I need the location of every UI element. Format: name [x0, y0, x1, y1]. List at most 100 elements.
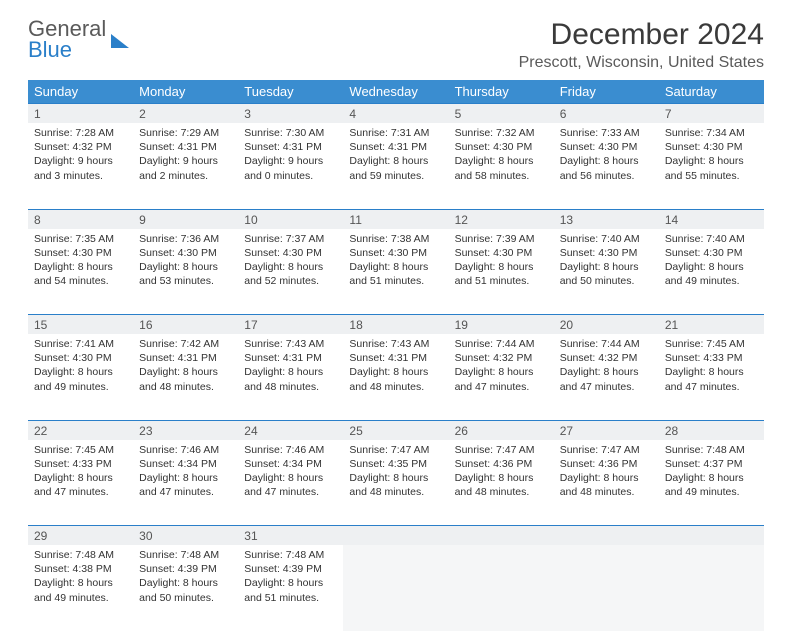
sunrise-text: Sunrise: 7:33 AM	[560, 126, 653, 140]
day-cell: Sunrise: 7:45 AMSunset: 4:33 PMDaylight:…	[28, 440, 133, 526]
sunset-text: Sunset: 4:36 PM	[560, 457, 653, 471]
day-cell	[554, 545, 659, 631]
daylight-text: Daylight: 8 hours and 50 minutes.	[560, 260, 653, 288]
day-details: Sunrise: 7:34 AMSunset: 4:30 PMDaylight:…	[659, 123, 764, 189]
day-details: Sunrise: 7:44 AMSunset: 4:32 PMDaylight:…	[449, 334, 554, 400]
sunset-text: Sunset: 4:30 PM	[244, 246, 337, 260]
sunset-text: Sunset: 4:30 PM	[560, 140, 653, 154]
day-content-row: Sunrise: 7:45 AMSunset: 4:33 PMDaylight:…	[28, 440, 764, 526]
sunrise-text: Sunrise: 7:47 AM	[560, 443, 653, 457]
sunrise-text: Sunrise: 7:36 AM	[139, 232, 232, 246]
day-number-cell: 21	[659, 315, 764, 335]
sunrise-text: Sunrise: 7:30 AM	[244, 126, 337, 140]
calendar-table: Sunday Monday Tuesday Wednesday Thursday…	[28, 80, 764, 631]
day-number-cell: 23	[133, 420, 238, 440]
day-cell: Sunrise: 7:36 AMSunset: 4:30 PMDaylight:…	[133, 229, 238, 315]
day-number-cell: 12	[449, 209, 554, 229]
day-details: Sunrise: 7:28 AMSunset: 4:32 PMDaylight:…	[28, 123, 133, 189]
day-details: Sunrise: 7:31 AMSunset: 4:31 PMDaylight:…	[343, 123, 448, 189]
location-label: Prescott, Wisconsin, United States	[519, 54, 764, 72]
daylight-text: Daylight: 8 hours and 48 minutes.	[560, 471, 653, 499]
day-cell: Sunrise: 7:47 AMSunset: 4:35 PMDaylight:…	[343, 440, 448, 526]
sunset-text: Sunset: 4:30 PM	[34, 351, 127, 365]
daylight-text: Daylight: 9 hours and 2 minutes.	[139, 154, 232, 182]
sunrise-text: Sunrise: 7:47 AM	[349, 443, 442, 457]
day-number-row: 293031	[28, 526, 764, 546]
day-number-cell: 22	[28, 420, 133, 440]
daylight-text: Daylight: 8 hours and 48 minutes.	[349, 365, 442, 393]
sunset-text: Sunset: 4:30 PM	[665, 246, 758, 260]
sunset-text: Sunset: 4:32 PM	[455, 351, 548, 365]
day-details: Sunrise: 7:38 AMSunset: 4:30 PMDaylight:…	[343, 229, 448, 295]
sunrise-text: Sunrise: 7:37 AM	[244, 232, 337, 246]
day-number-cell: 9	[133, 209, 238, 229]
sunset-text: Sunset: 4:35 PM	[349, 457, 442, 471]
sunset-text: Sunset: 4:32 PM	[34, 140, 127, 154]
daylight-text: Daylight: 8 hours and 47 minutes.	[665, 365, 758, 393]
day-number-cell	[659, 526, 764, 546]
day-cell: Sunrise: 7:48 AMSunset: 4:39 PMDaylight:…	[238, 545, 343, 631]
day-cell: Sunrise: 7:40 AMSunset: 4:30 PMDaylight:…	[659, 229, 764, 315]
day-details: Sunrise: 7:47 AMSunset: 4:36 PMDaylight:…	[554, 440, 659, 506]
day-cell: Sunrise: 7:47 AMSunset: 4:36 PMDaylight:…	[449, 440, 554, 526]
day-number-cell: 1	[28, 104, 133, 124]
day-cell: Sunrise: 7:38 AMSunset: 4:30 PMDaylight:…	[343, 229, 448, 315]
sunrise-text: Sunrise: 7:48 AM	[244, 548, 337, 562]
sunset-text: Sunset: 4:30 PM	[34, 246, 127, 260]
daylight-text: Daylight: 8 hours and 51 minutes.	[455, 260, 548, 288]
day-cell: Sunrise: 7:47 AMSunset: 4:36 PMDaylight:…	[554, 440, 659, 526]
sunrise-text: Sunrise: 7:43 AM	[349, 337, 442, 351]
day-number-cell: 19	[449, 315, 554, 335]
day-cell: Sunrise: 7:30 AMSunset: 4:31 PMDaylight:…	[238, 123, 343, 209]
daylight-text: Daylight: 8 hours and 58 minutes.	[455, 154, 548, 182]
weekday-header-row: Sunday Monday Tuesday Wednesday Thursday…	[28, 80, 764, 104]
day-number-cell: 26	[449, 420, 554, 440]
day-content-row: Sunrise: 7:35 AMSunset: 4:30 PMDaylight:…	[28, 229, 764, 315]
sunset-text: Sunset: 4:39 PM	[244, 562, 337, 576]
day-cell: Sunrise: 7:48 AMSunset: 4:39 PMDaylight:…	[133, 545, 238, 631]
sunrise-text: Sunrise: 7:42 AM	[139, 337, 232, 351]
day-details: Sunrise: 7:37 AMSunset: 4:30 PMDaylight:…	[238, 229, 343, 295]
daylight-text: Daylight: 8 hours and 52 minutes.	[244, 260, 337, 288]
day-number-cell: 29	[28, 526, 133, 546]
day-cell: Sunrise: 7:41 AMSunset: 4:30 PMDaylight:…	[28, 334, 133, 420]
weekday-header: Tuesday	[238, 80, 343, 104]
weekday-header: Saturday	[659, 80, 764, 104]
day-cell: Sunrise: 7:43 AMSunset: 4:31 PMDaylight:…	[238, 334, 343, 420]
day-details: Sunrise: 7:45 AMSunset: 4:33 PMDaylight:…	[28, 440, 133, 506]
brand-logo: General Blue	[28, 18, 129, 61]
day-cell: Sunrise: 7:40 AMSunset: 4:30 PMDaylight:…	[554, 229, 659, 315]
sunset-text: Sunset: 4:30 PM	[665, 140, 758, 154]
daylight-text: Daylight: 8 hours and 48 minutes.	[139, 365, 232, 393]
sunrise-text: Sunrise: 7:45 AM	[665, 337, 758, 351]
day-details: Sunrise: 7:40 AMSunset: 4:30 PMDaylight:…	[659, 229, 764, 295]
sunset-text: Sunset: 4:31 PM	[139, 140, 232, 154]
sunrise-text: Sunrise: 7:35 AM	[34, 232, 127, 246]
day-number-cell: 24	[238, 420, 343, 440]
day-number-cell: 14	[659, 209, 764, 229]
day-details: Sunrise: 7:48 AMSunset: 4:37 PMDaylight:…	[659, 440, 764, 506]
day-number-row: 22232425262728	[28, 420, 764, 440]
title-block: December 2024 Prescott, Wisconsin, Unite…	[519, 18, 764, 72]
day-details: Sunrise: 7:48 AMSunset: 4:39 PMDaylight:…	[238, 545, 343, 611]
sunset-text: Sunset: 4:30 PM	[455, 246, 548, 260]
daylight-text: Daylight: 8 hours and 59 minutes.	[349, 154, 442, 182]
day-number-cell: 15	[28, 315, 133, 335]
daylight-text: Daylight: 8 hours and 51 minutes.	[244, 576, 337, 604]
sunrise-text: Sunrise: 7:29 AM	[139, 126, 232, 140]
day-cell: Sunrise: 7:28 AMSunset: 4:32 PMDaylight:…	[28, 123, 133, 209]
daylight-text: Daylight: 8 hours and 48 minutes.	[455, 471, 548, 499]
day-number-cell: 10	[238, 209, 343, 229]
day-cell: Sunrise: 7:34 AMSunset: 4:30 PMDaylight:…	[659, 123, 764, 209]
page-header: General Blue December 2024 Prescott, Wis…	[28, 18, 764, 72]
sunrise-text: Sunrise: 7:38 AM	[349, 232, 442, 246]
daylight-text: Daylight: 9 hours and 3 minutes.	[34, 154, 127, 182]
day-cell: Sunrise: 7:45 AMSunset: 4:33 PMDaylight:…	[659, 334, 764, 420]
daylight-text: Daylight: 8 hours and 47 minutes.	[455, 365, 548, 393]
day-details: Sunrise: 7:43 AMSunset: 4:31 PMDaylight:…	[238, 334, 343, 400]
sunrise-text: Sunrise: 7:45 AM	[34, 443, 127, 457]
daylight-text: Daylight: 8 hours and 50 minutes.	[139, 576, 232, 604]
daylight-text: Daylight: 8 hours and 49 minutes.	[34, 365, 127, 393]
sunset-text: Sunset: 4:30 PM	[139, 246, 232, 260]
weekday-header: Sunday	[28, 80, 133, 104]
